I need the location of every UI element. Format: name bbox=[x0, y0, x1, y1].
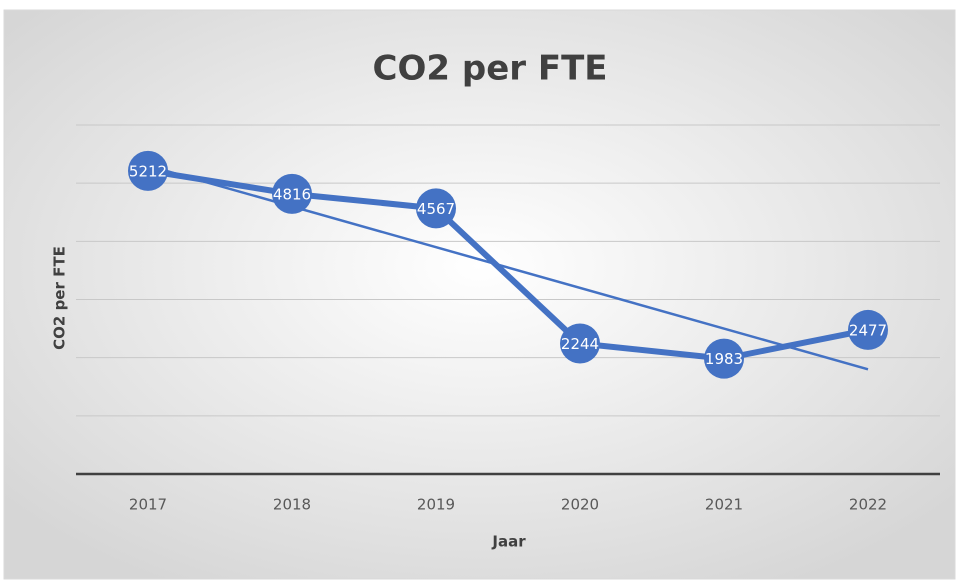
x-tick-label: 2020 bbox=[561, 496, 599, 514]
data-label: 1983 bbox=[705, 350, 743, 368]
x-tick-label: 2021 bbox=[705, 496, 743, 514]
data-point bbox=[272, 173, 312, 214]
chart-title: CO2 per FTE bbox=[373, 49, 608, 89]
x-tick-label: 2017 bbox=[129, 496, 167, 514]
data-point bbox=[560, 323, 600, 364]
x-tick-label: 2018 bbox=[273, 496, 311, 514]
chart-background bbox=[3, 9, 956, 580]
data-label: 5212 bbox=[129, 162, 167, 180]
data-point bbox=[704, 338, 744, 379]
x-axis-label: Jaar bbox=[491, 533, 526, 551]
trendline bbox=[147, 164, 869, 371]
x-tick-label: 2022 bbox=[849, 496, 887, 514]
data-point bbox=[416, 188, 456, 229]
data-label: 2244 bbox=[561, 335, 599, 353]
y-axis-label: CO2 per FTE bbox=[51, 246, 69, 350]
data-label: 4567 bbox=[417, 200, 455, 218]
data-line bbox=[147, 167, 869, 362]
data-point bbox=[128, 150, 168, 191]
data-point bbox=[848, 309, 888, 350]
data-label: 2477 bbox=[849, 321, 887, 339]
x-tick-label: 2019 bbox=[417, 496, 455, 514]
data-label: 4816 bbox=[273, 185, 311, 203]
